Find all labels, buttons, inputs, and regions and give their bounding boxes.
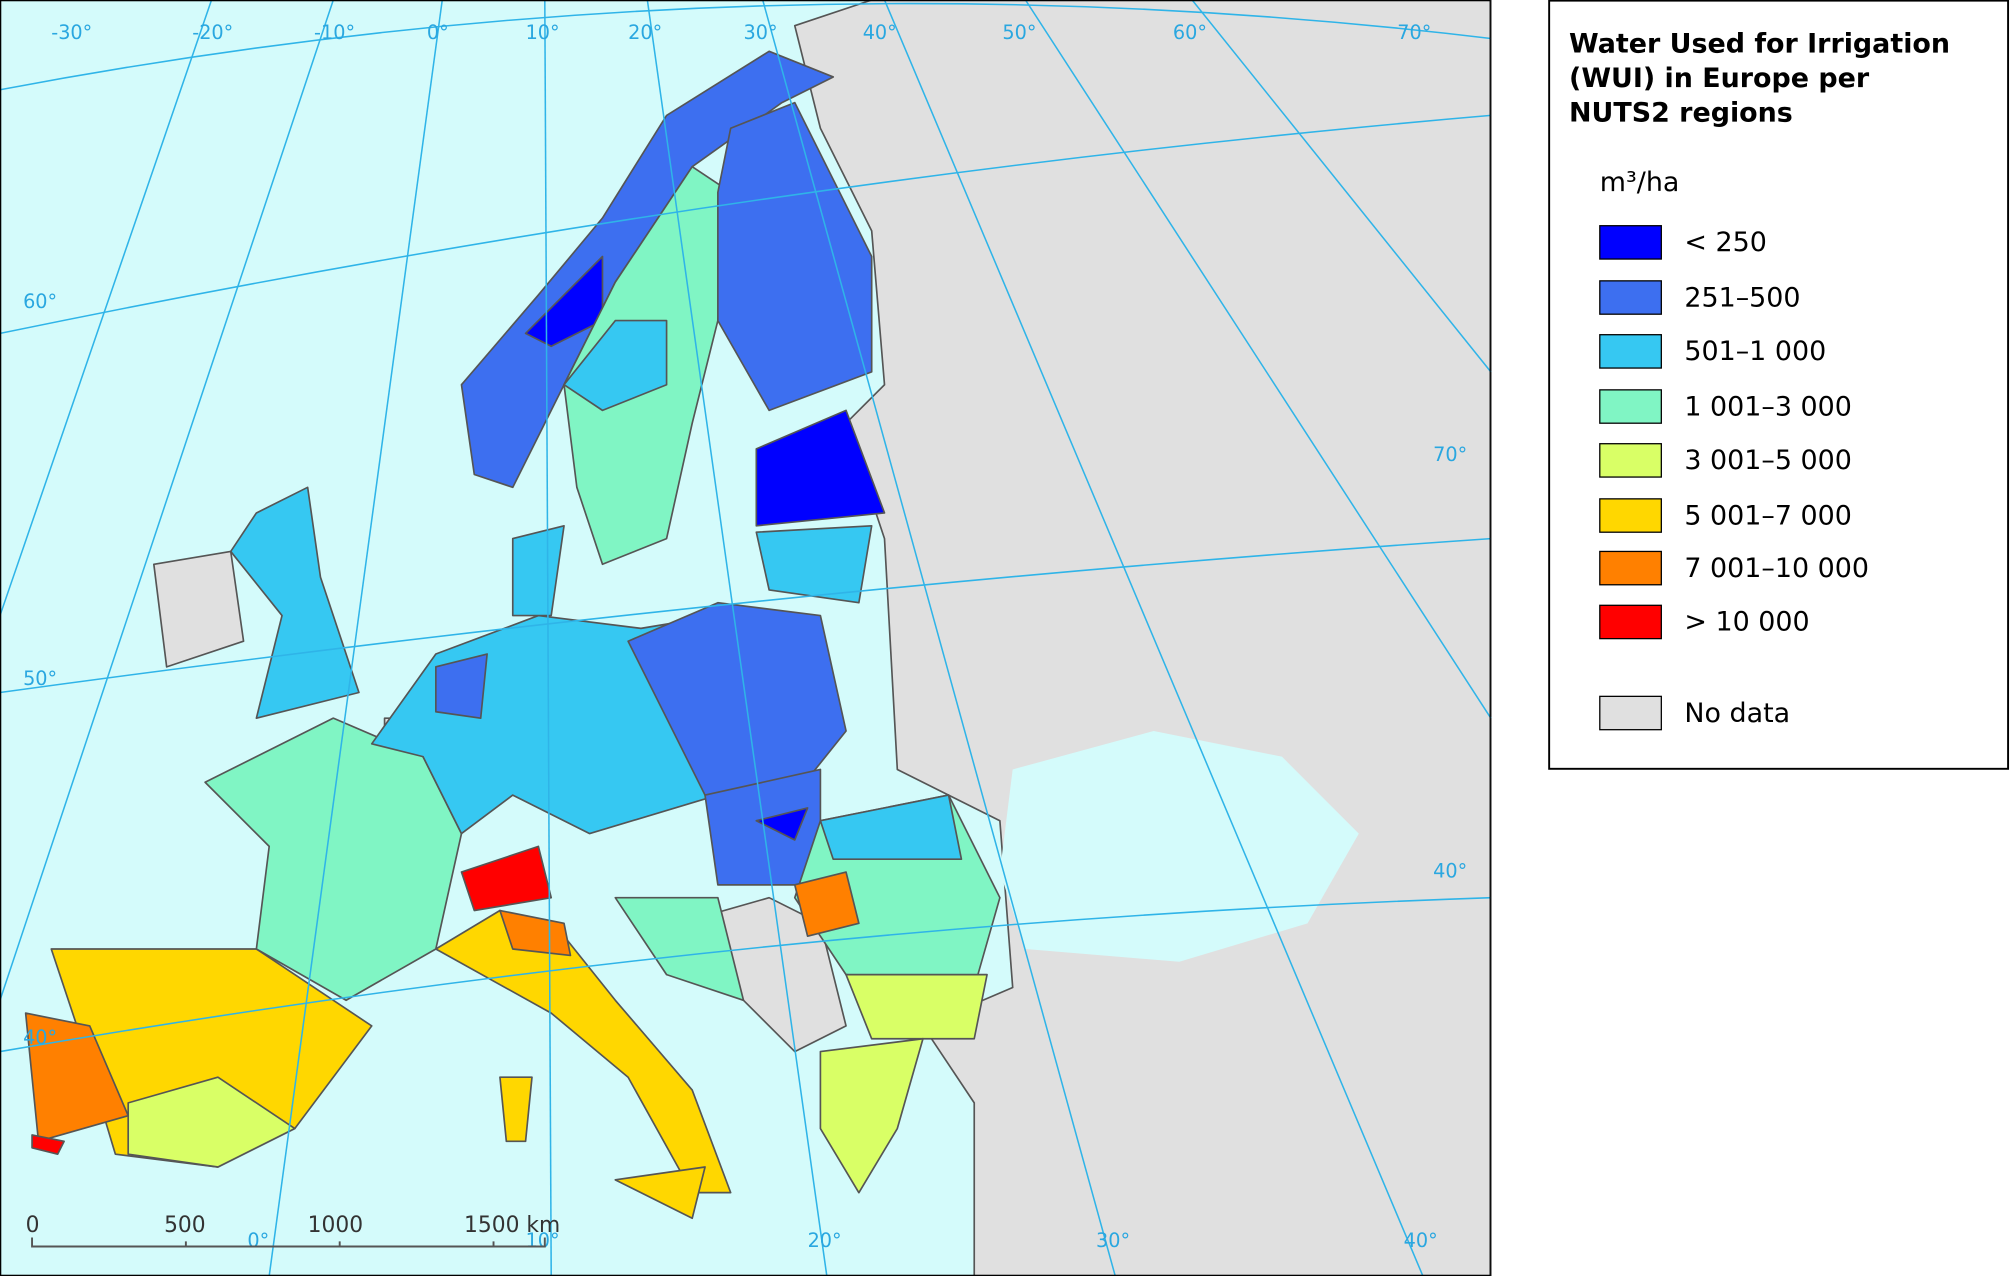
longitude-label: 50° [1002, 21, 1036, 44]
map-frame [0, 0, 1491, 1276]
black-sea [999, 730, 1359, 962]
land [24, 0, 1492, 1276]
legend-swatch [1599, 225, 1662, 260]
legend-swatch [1599, 334, 1662, 369]
legend-title: (WUI) in Europe per [1569, 63, 1870, 94]
longitude-label: -10° [314, 21, 355, 44]
region [460, 845, 553, 912]
meridian [1024, 0, 1492, 719]
meridian [544, 0, 552, 1276]
scale-label: 0 [26, 1213, 40, 1238]
scale-label: 500 [164, 1213, 206, 1238]
legend-label: 251–500 [1684, 282, 1800, 313]
legend-swatch [1599, 695, 1662, 731]
latitude-label: 40° [23, 1026, 57, 1049]
legend-label: 7 001–10 000 [1684, 553, 1869, 584]
longitude-label: -20° [192, 21, 233, 44]
legend-swatch [1599, 389, 1662, 424]
region [717, 101, 873, 412]
region [435, 653, 488, 719]
longitude-label: 10° [526, 21, 560, 44]
longitude-label: 40° [1404, 1229, 1438, 1252]
legend-title: Water Used for Irrigation [1569, 28, 1950, 59]
legend-title: NUTS2 regions [1569, 98, 1793, 129]
legend-swatch [1599, 498, 1662, 533]
region [614, 896, 745, 1002]
longitude-label: 60° [1173, 21, 1207, 44]
meridian [761, 0, 1116, 1276]
longitude-label: -30° [51, 21, 92, 44]
parallel [0, 114, 1491, 335]
region [127, 1076, 296, 1168]
legend-label: No data [1684, 698, 1790, 729]
graticule [0, 0, 1492, 1276]
legend-swatch [1599, 604, 1662, 640]
region [755, 807, 809, 841]
legend-label: 1 001–3 000 [1684, 391, 1851, 422]
region [755, 409, 886, 527]
scale-label: 1000 [308, 1213, 363, 1238]
meridian [1191, 0, 1492, 373]
legend-label: < 250 [1684, 227, 1766, 258]
scale-label: 1500 km [464, 1213, 560, 1238]
graticule-labels: -30° -20° -10° 0° 10° 20° 30° 40° 50° 60… [23, 21, 1467, 1252]
legend-swatch [1599, 443, 1662, 478]
meridian [0, 0, 335, 1001]
parallel [0, 537, 1491, 694]
meridian [0, 0, 213, 616]
longitude-label: 30° [1096, 1229, 1130, 1252]
region [845, 973, 988, 1040]
region [499, 1076, 533, 1143]
latitude-label: 50° [23, 667, 57, 690]
region [819, 794, 963, 861]
legend-label: 3 001–5 000 [1684, 445, 1851, 476]
longitude-label: 70° [1397, 21, 1431, 44]
longitude-label: 40° [863, 21, 897, 44]
latitude-label: 40° [1433, 860, 1467, 883]
legend-unit: m³/ha [1600, 167, 1680, 198]
legend-label: > 10 000 [1684, 607, 1809, 638]
legend-label: 5 001–7 000 [1684, 500, 1851, 531]
region [499, 909, 572, 957]
region [614, 1166, 706, 1220]
meridian [646, 0, 828, 1276]
region [793, 871, 860, 937]
latitude-label: 70° [1433, 443, 1467, 466]
region [755, 524, 873, 604]
latitude-label: 60° [23, 290, 57, 313]
legend-swatch [1599, 550, 1662, 586]
region [460, 50, 835, 489]
legend: Water Used for Irrigation (WUI) in Europ… [1548, 0, 2010, 770]
region [31, 1134, 65, 1156]
scale-bar: 0 500 1000 1500 km [26, 1213, 560, 1248]
scale-line [31, 1237, 546, 1248]
meridian [883, 0, 1424, 1276]
longitude-label: 0° [427, 21, 449, 44]
parallel [0, 2, 1491, 91]
legend-label: 501–1 000 [1684, 336, 1826, 367]
longitude-label: 30° [743, 21, 777, 44]
legend-box [1548, 0, 2010, 770]
region [152, 550, 245, 668]
region [819, 1037, 924, 1194]
region [563, 319, 668, 412]
longitude-label: 0° [247, 1229, 269, 1252]
region [24, 1012, 130, 1143]
longitude-label: 20° [808, 1229, 842, 1252]
legend-swatch [1599, 280, 1662, 315]
region [229, 486, 360, 719]
meridian [268, 0, 444, 1276]
longitude-label: 20° [628, 21, 662, 44]
